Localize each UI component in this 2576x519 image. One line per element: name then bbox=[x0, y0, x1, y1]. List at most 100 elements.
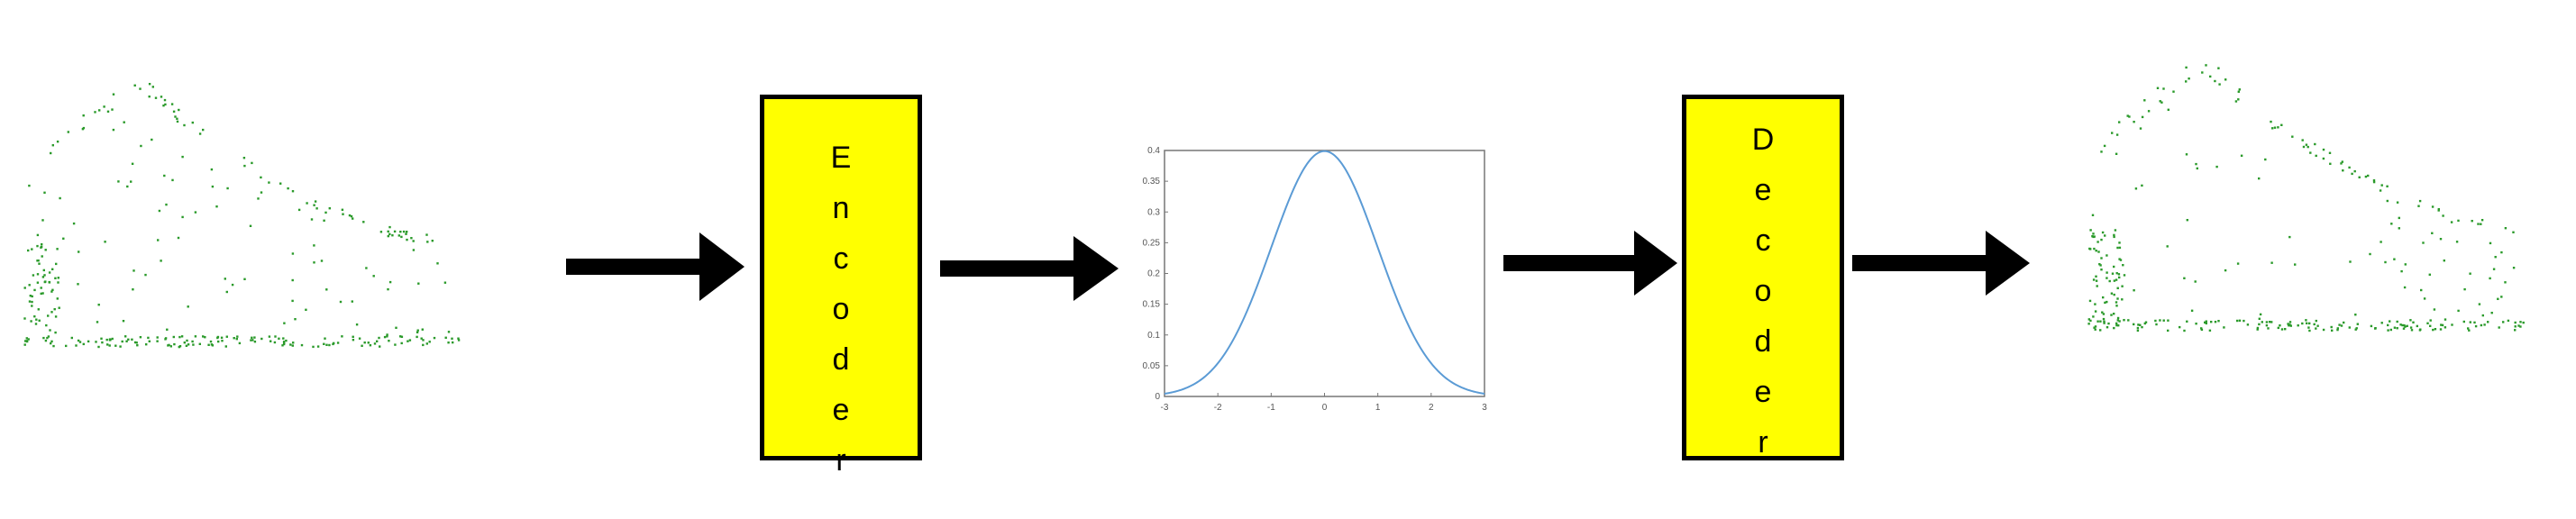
cloud-point bbox=[2348, 326, 2351, 329]
cloud-point bbox=[2307, 145, 2309, 149]
cloud-point bbox=[233, 337, 235, 340]
encoder-letter: d bbox=[832, 342, 850, 377]
cloud-point bbox=[2261, 321, 2263, 323]
cloud-point bbox=[2450, 221, 2453, 223]
cloud-point bbox=[388, 340, 390, 342]
cloud-point bbox=[425, 233, 428, 236]
cloud-point bbox=[2103, 144, 2106, 148]
cloud-point bbox=[422, 343, 425, 347]
cloud-point bbox=[2343, 321, 2345, 324]
cloud-point bbox=[2314, 142, 2316, 146]
cloud-point bbox=[2519, 321, 2522, 323]
cloud-point bbox=[221, 340, 224, 342]
cloud-point bbox=[2336, 328, 2339, 332]
cloud-point bbox=[2089, 229, 2092, 232]
cloud-point bbox=[2280, 328, 2284, 331]
cloud-point bbox=[2240, 154, 2243, 157]
cloud-point bbox=[209, 340, 213, 343]
y-tick-label: 0.25 bbox=[1143, 238, 1161, 248]
cloud-point bbox=[2224, 78, 2227, 81]
cloud-point bbox=[2306, 322, 2308, 324]
cloud-point bbox=[324, 211, 327, 214]
cloud-point bbox=[2141, 325, 2143, 329]
cloud-point bbox=[87, 340, 90, 343]
cloud-point bbox=[444, 336, 447, 339]
cloud-point bbox=[2162, 319, 2165, 322]
cloud-point bbox=[2118, 241, 2121, 244]
cloud-point bbox=[2186, 219, 2188, 222]
cloud-point bbox=[2322, 328, 2325, 332]
cloud-point bbox=[2214, 321, 2217, 323]
cloud-point bbox=[2186, 320, 2188, 323]
cloud-point bbox=[216, 336, 219, 340]
cloud-point bbox=[2123, 319, 2125, 322]
cloud-point bbox=[2159, 319, 2161, 322]
cloud-point bbox=[2093, 326, 2096, 329]
cloud-point bbox=[2289, 324, 2292, 327]
x-tick-label: -1 bbox=[1267, 403, 1275, 413]
cloud-point bbox=[41, 292, 44, 295]
cloud-point bbox=[436, 262, 439, 265]
cloud-point bbox=[412, 249, 416, 251]
cloud-point bbox=[2113, 326, 2115, 330]
cloud-point bbox=[282, 337, 285, 340]
cloud-point bbox=[2498, 326, 2500, 329]
cloud-point bbox=[2403, 323, 2406, 327]
cloud-point bbox=[70, 336, 73, 340]
cloud-point bbox=[2419, 328, 2422, 331]
cloud-point bbox=[341, 208, 344, 211]
cloud-point bbox=[2160, 101, 2163, 104]
cloud-point bbox=[78, 341, 82, 343]
cloud-point bbox=[2256, 328, 2259, 331]
cloud-point bbox=[2280, 123, 2283, 126]
cloud-point bbox=[210, 343, 214, 346]
cloud-point bbox=[358, 337, 361, 340]
cloud-point bbox=[114, 344, 117, 347]
cloud-point bbox=[2308, 329, 2311, 332]
cloud-point bbox=[2107, 322, 2110, 325]
cloud-point bbox=[251, 339, 254, 341]
x-tick-label: 2 bbox=[1429, 403, 1434, 413]
cloud-point bbox=[2143, 322, 2146, 325]
cloud-point bbox=[181, 155, 184, 159]
cloud-point bbox=[2367, 174, 2370, 178]
cloud-point bbox=[400, 341, 403, 345]
cloud-point bbox=[2102, 296, 2105, 299]
cloud-point bbox=[36, 233, 40, 237]
cloud-point bbox=[2162, 87, 2165, 90]
cloud-point bbox=[443, 281, 447, 284]
cloud-point bbox=[323, 342, 325, 345]
cloud-point bbox=[2183, 277, 2186, 279]
cloud-point bbox=[202, 128, 205, 132]
cloud-point bbox=[158, 209, 161, 213]
cloud-point bbox=[2185, 66, 2188, 69]
cloud-point bbox=[2154, 319, 2157, 323]
cloud-point bbox=[386, 333, 388, 336]
cloud-point bbox=[191, 121, 194, 124]
cloud-point bbox=[124, 335, 127, 338]
cloud-point bbox=[140, 144, 142, 148]
y-tick-label: 0.1 bbox=[1147, 331, 1160, 341]
cloud-point bbox=[177, 236, 180, 240]
cloud-point bbox=[313, 244, 315, 247]
cloud-point bbox=[2155, 323, 2158, 326]
cloud-point bbox=[2418, 199, 2422, 203]
cloud-point bbox=[2111, 132, 2114, 134]
cloud-point bbox=[2205, 322, 2207, 325]
cloud-point bbox=[2123, 274, 2126, 277]
cloud-point bbox=[180, 335, 184, 338]
cloud-point bbox=[163, 98, 167, 102]
cloud-point bbox=[2091, 235, 2094, 238]
cloud-point bbox=[421, 328, 424, 331]
cloud-point bbox=[2127, 319, 2130, 322]
cloud-point bbox=[31, 305, 33, 307]
cloud-point bbox=[300, 343, 304, 347]
cloud-point bbox=[2480, 219, 2484, 222]
cloud-point bbox=[2372, 180, 2376, 184]
cloud-point bbox=[365, 267, 368, 269]
gaussian-curve bbox=[1164, 150, 1485, 395]
cloud-point bbox=[2167, 108, 2170, 111]
cloud-point bbox=[25, 337, 28, 340]
cloud-point bbox=[2116, 287, 2119, 289]
cloud-point bbox=[2237, 90, 2240, 93]
